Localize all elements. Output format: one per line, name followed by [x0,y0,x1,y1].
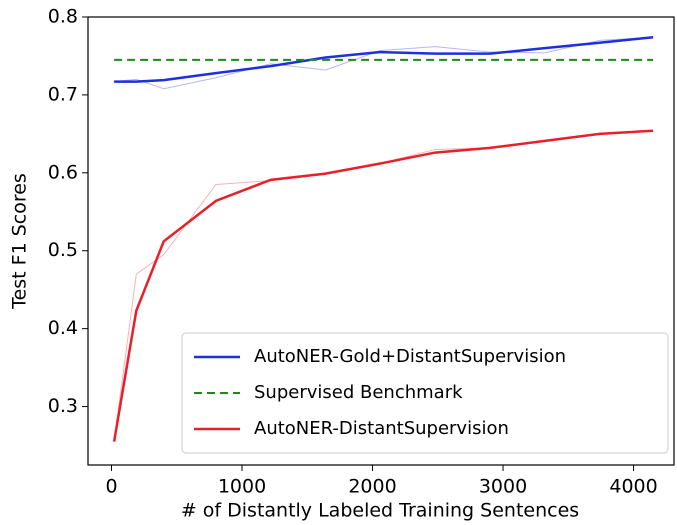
y-tick-label: 0.3 [48,395,78,417]
legend-box [181,332,669,454]
legend-label: AutoNER-Gold+DistantSupervision [254,346,566,367]
legend-label: Supervised Benchmark [254,382,463,403]
x-tick-label: 4000 [609,476,657,498]
y-tick-label: 0.4 [48,317,78,339]
series-line [114,36,654,83]
y-tick-label: 0.6 [48,161,78,183]
x-tick-label: 3000 [479,476,527,498]
series-line [112,129,654,442]
legend: AutoNER-Gold+DistantSupervision Supervise… [181,332,669,454]
y-tick-label: 0.5 [48,239,78,261]
plot-frame [87,16,675,466]
x-tick-label: 1000 [218,476,266,498]
legend-label: AutoNER-DistantSupervision [254,418,509,439]
y-axis-label: Test F1 Scores [9,173,31,310]
x-tick-label: 2000 [348,476,396,498]
y-tick-label: 0.7 [48,83,78,105]
y-tick-label: 0.8 [48,6,78,28]
x-tick-label: 0 [105,476,117,498]
x-axis-label: # of Distantly Labeled Training Sentence… [181,500,579,522]
